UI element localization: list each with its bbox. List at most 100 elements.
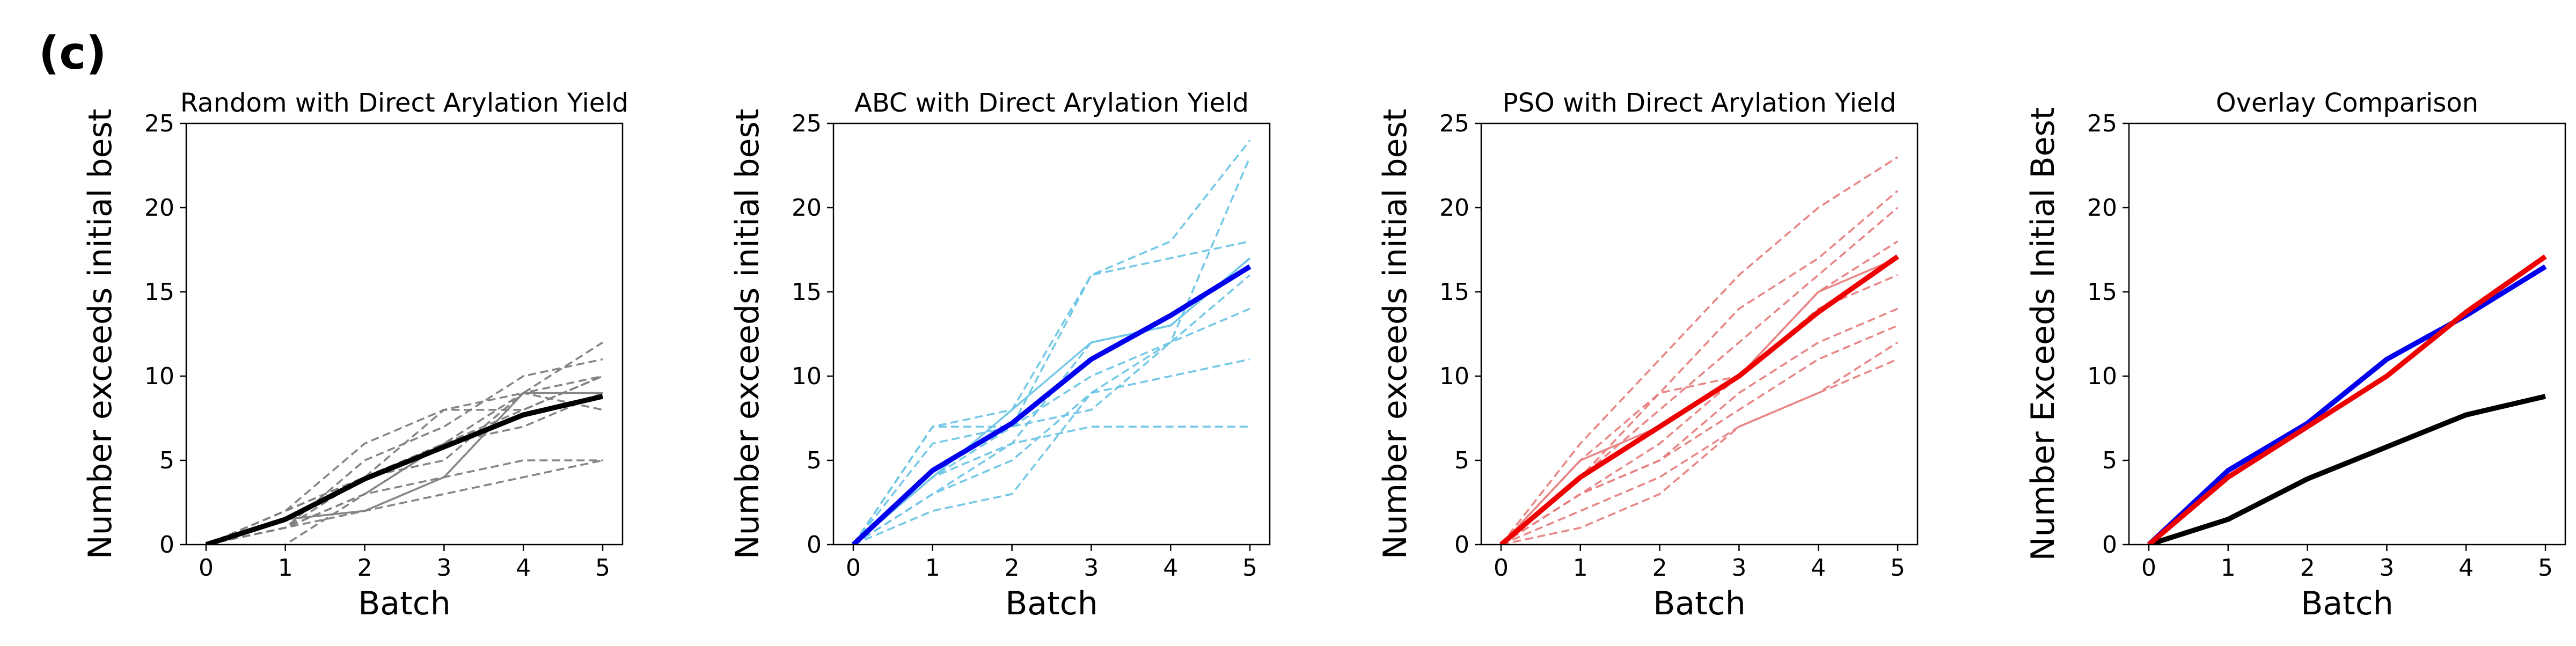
overlay-line-3 [2147,254,2547,545]
y-tick-label: 10 [1439,363,1469,390]
y-tick-label: 5 [1454,447,1469,474]
trial-line-1 [206,341,603,545]
chart-title: Random with Direct Arylation Yield [180,88,628,118]
chart-title: Overlay Comparison [2216,88,2478,118]
y-tick-label: 15 [144,278,174,306]
y-tick-label: 5 [807,447,822,474]
x-axis-title: Batch [1653,585,1745,622]
trial-line-5 [1501,274,1898,545]
trial-line-2 [206,358,603,545]
y-tick-label: 20 [792,194,822,222]
chart-panel-2: 0 1 2 3 4 5 0 5 10 15 20 25 ABC with Direct Arylatio… [729,88,1271,622]
trial-line-7 [1501,325,1898,545]
y-tick-label: 10 [2087,363,2117,390]
axes-frame [832,122,1271,546]
x-tick-label: 0 [846,554,861,582]
y-tick-label: 5 [159,447,174,474]
x-tick-label: 5 [2538,554,2553,582]
y-tick-label: 25 [792,110,822,137]
axes-frame [1480,122,1919,546]
mean-line [1499,254,1899,545]
x-tick-label: 1 [2221,554,2236,582]
x-tick-label: 5 [595,554,610,582]
y-axis-title: Number Exceeds Initial Best [2024,107,2062,561]
x-tick-label: 2 [1652,554,1667,582]
y-tick-label: 0 [2102,531,2117,559]
y-tick-label: 25 [144,110,174,137]
x-tick-label: 3 [1731,554,1746,582]
x-tick-label: 5 [1890,554,1905,582]
axes-frame [185,122,624,546]
chart-panel-3: 0 1 2 3 4 5 0 5 10 15 20 25 PSO with Direct Arylatio… [1377,88,1919,622]
x-tick-label: 4 [1811,554,1826,582]
trial-line-6 [853,358,1250,545]
y-axis-title: Number exceeds initial best [729,109,766,560]
y-tick-label: 10 [792,363,822,390]
chart-title: ABC with Direct Arylation Yield [854,88,1249,118]
chart-panel-4: 0 1 2 3 4 5 0 5 10 15 20 25 Overlay Comparison Batch N… [2024,88,2566,622]
x-tick-label: 4 [2458,554,2473,582]
y-tick-label: 10 [144,363,174,390]
x-axis-title: Batch [358,585,450,622]
y-tick-label: 20 [2087,194,2117,222]
series-group [851,140,1252,545]
y-tick-label: 0 [1454,531,1469,559]
panel-label: (c) [39,27,107,79]
trial-line-6 [206,459,603,545]
x-tick-label: 2 [1005,554,1020,582]
y-tick-label: 0 [159,531,174,559]
axes-frame [2128,122,2566,546]
trial-line-6 [1501,307,1898,545]
x-tick-label: 1 [1573,554,1588,582]
x-tick-label: 3 [1084,554,1099,582]
trial-line-2 [852,240,1250,545]
trial-line-3 [206,375,603,545]
y-tick-label: 20 [1439,194,1469,222]
y-tick-label: 15 [1439,278,1469,306]
overlay-line-2 [2147,264,2547,545]
trial-line-1 [852,140,1251,545]
y-tick-label: 5 [2102,447,2117,474]
y-tick-label: 15 [2087,278,2117,306]
x-tick-label: 1 [925,554,940,582]
x-tick-label: 2 [357,554,372,582]
series-group [205,341,604,545]
x-tick-label: 3 [2379,554,2394,582]
trial-line-1 [1500,156,1898,545]
trial-line-4 [1500,240,1898,545]
trial-line-8 [206,392,603,545]
series-group [2147,254,2547,545]
y-tick-label: 25 [1439,110,1469,137]
x-axis-title: Batch [2301,585,2393,622]
x-tick-label: 0 [1494,554,1509,582]
series-group [1499,156,1899,545]
x-tick-label: 5 [1242,554,1257,582]
trial-line-9 [852,257,1251,545]
overlay-line-1 [2148,394,2546,545]
x-tick-label: 1 [278,554,293,582]
y-tick-label: 20 [144,194,174,222]
trial-line-8 [852,274,1251,545]
trial-line-2 [1500,190,1899,545]
trial-line-8 [1501,341,1898,545]
trial-line-5 [853,307,1250,545]
x-tick-label: 0 [2141,554,2156,582]
x-tick-label: 2 [2300,554,2315,582]
x-tick-label: 0 [199,554,214,582]
chart-title: PSO with Direct Arylation Yield [1503,88,1897,118]
y-tick-label: 15 [792,278,822,306]
trial-line-9 [1501,358,1898,545]
x-tick-label: 4 [1163,554,1178,582]
trial-line-9 [281,375,603,545]
y-axis-title: Number exceeds initial best [1377,109,1414,560]
y-tick-label: 0 [807,531,822,559]
y-axis-title: Number exceeds initial best [82,109,119,560]
mean-line [851,264,1252,545]
x-tick-label: 3 [436,554,451,582]
x-axis-title: Batch [1005,585,1097,622]
x-tick-label: 4 [516,554,531,582]
y-tick-label: 25 [2087,110,2117,137]
